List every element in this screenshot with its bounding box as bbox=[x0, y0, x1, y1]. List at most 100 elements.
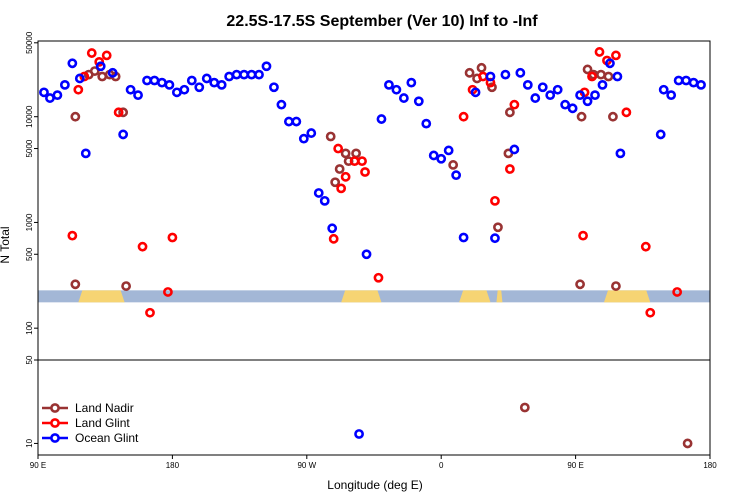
data-point bbox=[67, 58, 78, 69]
series-land-nadir bbox=[70, 62, 693, 449]
data-point bbox=[443, 145, 454, 156]
data-point bbox=[59, 79, 70, 90]
data-points bbox=[39, 47, 706, 449]
data-point bbox=[696, 79, 706, 90]
data-point bbox=[357, 156, 367, 167]
data-point bbox=[478, 71, 488, 82]
plot-border bbox=[37, 40, 711, 456]
data-point bbox=[658, 84, 669, 95]
land-segment bbox=[341, 290, 382, 303]
data-point bbox=[597, 79, 608, 90]
data-point bbox=[349, 156, 360, 167]
land-mask bbox=[38, 290, 710, 303]
legend-marker bbox=[50, 418, 60, 428]
x-tick-label: 90 W bbox=[297, 461, 316, 470]
data-point bbox=[645, 307, 656, 318]
data-point bbox=[552, 84, 563, 95]
data-point bbox=[448, 160, 459, 170]
data-point bbox=[458, 232, 469, 243]
data-point bbox=[246, 69, 257, 80]
data-point bbox=[306, 128, 317, 138]
y-tick-label: 1000 bbox=[25, 213, 34, 231]
legend-marker bbox=[50, 433, 60, 443]
data-point bbox=[276, 99, 287, 110]
x-tick-label: 180 bbox=[166, 461, 180, 470]
y-tick-label: 100 bbox=[25, 321, 34, 335]
y-tick-label: 50 bbox=[25, 355, 34, 364]
data-point bbox=[688, 77, 699, 88]
data-point bbox=[509, 144, 520, 155]
data-point bbox=[470, 87, 481, 98]
data-point bbox=[458, 111, 469, 122]
data-point bbox=[86, 48, 97, 58]
data-point bbox=[509, 99, 520, 110]
data-point bbox=[113, 107, 124, 118]
data-point bbox=[39, 87, 49, 98]
data-point bbox=[537, 82, 548, 93]
data-point bbox=[201, 73, 212, 84]
data-point bbox=[171, 87, 182, 98]
data-point bbox=[515, 67, 526, 78]
land-segment bbox=[603, 290, 651, 303]
data-point bbox=[545, 90, 556, 101]
data-point bbox=[149, 75, 160, 86]
legend-label: Ocean Glint bbox=[75, 431, 139, 445]
data-point bbox=[291, 116, 302, 127]
data-point bbox=[45, 93, 55, 103]
data-point bbox=[611, 50, 621, 61]
data-point bbox=[576, 111, 587, 122]
data-point bbox=[582, 64, 593, 75]
data-point bbox=[118, 107, 129, 118]
data-point bbox=[179, 84, 190, 95]
data-point bbox=[313, 188, 324, 198]
data-point bbox=[327, 223, 338, 234]
data-point bbox=[121, 281, 132, 291]
y-tick-label: 10 bbox=[25, 438, 34, 447]
x-axis-label: Longitude (deg E) bbox=[327, 478, 422, 492]
data-point bbox=[406, 77, 417, 88]
data-point bbox=[666, 90, 677, 101]
data-point bbox=[485, 71, 496, 82]
data-point bbox=[575, 279, 585, 290]
legend-label: Land Nadir bbox=[75, 401, 134, 415]
data-point bbox=[133, 90, 143, 101]
data-point bbox=[384, 79, 394, 90]
data-point bbox=[530, 93, 541, 103]
data-point bbox=[354, 429, 364, 439]
data-point bbox=[590, 90, 600, 101]
data-point bbox=[522, 79, 533, 90]
land-segment bbox=[78, 290, 125, 303]
data-point bbox=[608, 111, 618, 122]
data-point bbox=[73, 84, 84, 95]
data-point bbox=[578, 230, 588, 241]
data-point bbox=[157, 77, 167, 88]
data-point bbox=[640, 241, 651, 252]
data-point bbox=[587, 71, 597, 82]
y-tick-label: 50000 bbox=[25, 31, 34, 54]
data-point bbox=[398, 93, 409, 103]
legend-label: Land Glint bbox=[75, 416, 130, 430]
data-point bbox=[391, 84, 402, 95]
x-tick-label: 180 bbox=[703, 461, 717, 470]
data-point bbox=[476, 62, 487, 73]
data-point bbox=[487, 82, 497, 93]
data-point bbox=[596, 69, 606, 80]
data-point bbox=[319, 195, 330, 206]
data-point bbox=[137, 241, 148, 252]
data-point bbox=[376, 114, 387, 124]
data-point bbox=[328, 233, 339, 244]
data-point bbox=[373, 272, 384, 283]
data-point bbox=[334, 164, 345, 174]
data-point bbox=[340, 171, 351, 182]
data-point bbox=[500, 69, 511, 80]
data-point bbox=[351, 148, 361, 159]
y-tick-label: 10000 bbox=[25, 105, 34, 128]
data-point bbox=[216, 79, 227, 90]
data-point bbox=[164, 79, 175, 90]
data-point bbox=[186, 75, 197, 86]
data-point bbox=[145, 307, 155, 318]
data-point bbox=[74, 73, 85, 84]
x-tick-label: 90 E bbox=[567, 461, 583, 470]
data-point bbox=[582, 96, 593, 107]
data-point bbox=[95, 61, 106, 72]
